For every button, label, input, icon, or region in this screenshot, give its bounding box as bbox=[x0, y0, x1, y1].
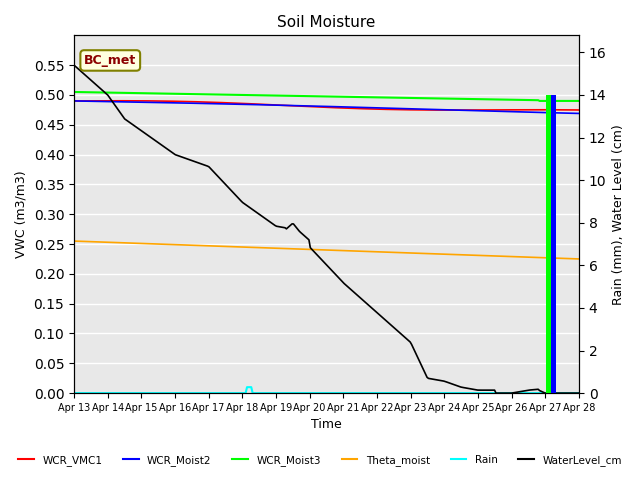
WCR_Moist2 bbox=[237, 101, 245, 107]
WCR_Moist2 bbox=[575, 110, 583, 116]
Theta_moist bbox=[246, 244, 253, 250]
WCR_VMC1 bbox=[222, 100, 230, 106]
WCR_VMC1 bbox=[550, 107, 557, 113]
Rain bbox=[132, 390, 140, 396]
WCR_Moist3 bbox=[246, 92, 253, 98]
Y-axis label: VWC (m3/m3): VWC (m3/m3) bbox=[15, 170, 28, 258]
WCR_VMC1 bbox=[239, 101, 246, 107]
WCR_Moist3 bbox=[575, 98, 583, 104]
WCR_Moist3 bbox=[132, 90, 140, 96]
WCR_VMC1 bbox=[450, 107, 458, 113]
WCR_Moist2 bbox=[547, 110, 555, 116]
Rain bbox=[70, 390, 78, 396]
WaterLevel_cm bbox=[70, 62, 78, 68]
Line: Theta_moist: Theta_moist bbox=[74, 241, 579, 259]
Title: Soil Moisture: Soil Moisture bbox=[277, 15, 376, 30]
WCR_Moist2 bbox=[132, 99, 140, 105]
Theta_moist bbox=[70, 238, 78, 244]
WCR_Moist3 bbox=[291, 93, 299, 99]
WaterLevel_cm bbox=[548, 390, 556, 396]
Rain bbox=[237, 390, 245, 396]
Bar bbox=[546, 95, 551, 393]
WaterLevel_cm bbox=[246, 205, 253, 211]
Text: BC_met: BC_met bbox=[84, 54, 136, 67]
Rain bbox=[243, 384, 251, 390]
WaterLevel_cm bbox=[221, 180, 228, 186]
WaterLevel_cm bbox=[492, 390, 500, 396]
Theta_moist bbox=[547, 255, 555, 261]
Line: WaterLevel_cm: WaterLevel_cm bbox=[74, 65, 579, 393]
X-axis label: Time: Time bbox=[311, 419, 342, 432]
WCR_VMC1 bbox=[292, 103, 300, 109]
Rain bbox=[292, 390, 300, 396]
Y-axis label: Rain (mm), Water Level (cm): Rain (mm), Water Level (cm) bbox=[612, 124, 625, 305]
Rain bbox=[548, 390, 556, 396]
Theta_moist bbox=[132, 240, 140, 246]
WCR_Moist2 bbox=[291, 103, 299, 108]
WaterLevel_cm bbox=[237, 198, 245, 204]
Rain bbox=[575, 390, 583, 396]
Line: Rain: Rain bbox=[74, 387, 579, 393]
WCR_Moist3 bbox=[548, 98, 556, 104]
Theta_moist bbox=[221, 243, 228, 249]
WCR_VMC1 bbox=[575, 107, 583, 113]
WaterLevel_cm bbox=[291, 223, 299, 228]
WCR_VMC1 bbox=[114, 98, 122, 104]
Bar bbox=[551, 95, 556, 393]
WaterLevel_cm bbox=[575, 390, 583, 396]
Theta_moist bbox=[237, 244, 245, 250]
WCR_VMC1 bbox=[134, 98, 141, 104]
WCR_Moist2 bbox=[221, 101, 228, 107]
WCR_Moist2 bbox=[70, 98, 78, 104]
Theta_moist bbox=[291, 246, 299, 252]
WCR_Moist3 bbox=[70, 89, 78, 95]
WCR_Moist3 bbox=[536, 98, 543, 104]
Line: WCR_VMC1: WCR_VMC1 bbox=[74, 101, 579, 110]
Rain bbox=[221, 390, 228, 396]
WCR_Moist3 bbox=[221, 92, 228, 97]
WCR_VMC1 bbox=[248, 101, 255, 107]
Line: WCR_Moist3: WCR_Moist3 bbox=[74, 92, 579, 101]
WCR_VMC1 bbox=[70, 98, 78, 104]
WCR_Moist3 bbox=[237, 92, 245, 98]
Line: WCR_Moist2: WCR_Moist2 bbox=[74, 101, 579, 113]
Legend: WCR_VMC1, WCR_Moist2, WCR_Moist3, Theta_moist, Rain, WaterLevel_cm: WCR_VMC1, WCR_Moist2, WCR_Moist3, Theta_… bbox=[14, 451, 626, 470]
WaterLevel_cm bbox=[132, 124, 140, 130]
Theta_moist bbox=[575, 256, 583, 262]
WCR_Moist2 bbox=[246, 102, 253, 108]
Rain bbox=[248, 384, 255, 390]
